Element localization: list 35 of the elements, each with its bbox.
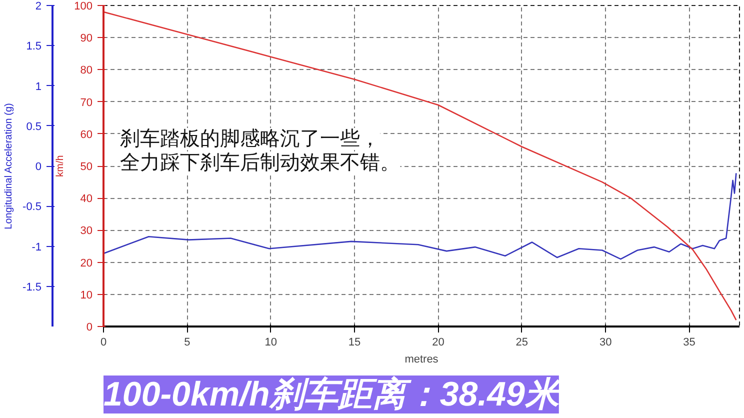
y-axis-title: Longitudinal Acceleration (g) (4, 103, 15, 230)
y2-tick-label: 80 (80, 64, 93, 77)
x-tick-label: 15 (348, 336, 361, 348)
y2-axis-title: km/h (55, 155, 66, 177)
y2-tick-label: 60 (80, 128, 93, 141)
x-tick-label: 35 (683, 336, 696, 348)
y-tick-label: 0 (35, 161, 42, 173)
y2-tick-label: 0 (86, 322, 93, 334)
text: 100-0km/h刹车距离：38.49米 (104, 376, 562, 414)
y2-tick-label: 20 (80, 257, 93, 270)
y2-tick-label: 40 (80, 193, 93, 206)
x-tick-label: 20 (432, 336, 444, 348)
y-tick-label: -0.5 (22, 201, 42, 214)
line-series (104, 172, 737, 260)
y2-tick-label: 50 (80, 161, 93, 173)
y2-tick-label: 10 (80, 289, 93, 302)
x-tick-label: 25 (516, 336, 528, 348)
x-tick-label: 30 (599, 336, 612, 348)
y2-tick-label: 30 (80, 225, 93, 238)
x-tick-label: 10 (264, 336, 277, 348)
y2-tick-label: 90 (80, 32, 93, 45)
y-tick-label: 2 (35, 0, 42, 12)
y-tick-label: 1.5 (26, 40, 42, 53)
x-tick-label: 5 (184, 336, 190, 348)
y-tick-label: -1 (32, 241, 42, 254)
x-tick-label: 0 (100, 336, 107, 348)
y2-tick-label: 70 (80, 96, 93, 109)
y2-tick-label: 100 (74, 0, 93, 12)
line-series (104, 11, 737, 321)
y-tick-label: 0.5 (26, 120, 42, 133)
annotation: 刹车踏板的脚感略沉了一些， (120, 128, 380, 150)
y-tick-label: -1.5 (22, 281, 42, 294)
x-axis-title: metres (404, 354, 439, 366)
y-tick-label: 1 (35, 80, 42, 93)
annotation: 全力踩下刹车后制动效果不错。 (120, 152, 400, 174)
